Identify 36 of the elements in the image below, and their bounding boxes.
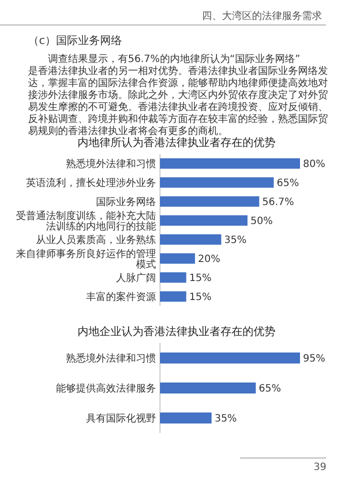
data-label: 95% <box>303 354 326 364</box>
data-label: 56.7% <box>262 197 294 208</box>
chart-title: 内地企业认为香港法律执业者存在的优势 <box>78 325 276 338</box>
bar <box>160 158 300 169</box>
bar <box>160 177 274 188</box>
data-label: 20% <box>198 254 220 265</box>
y-tick-label: 英语流利，擅长处理涉外业务 <box>26 177 156 189</box>
y-tick-label: 熟悉境外法律和习惯 <box>66 158 156 170</box>
y-tick-label: 熟悉境外法律和习惯 <box>66 352 156 364</box>
y-tick-label: 受普通法制度训练，能补充大陆法训练的内地同行的技能 <box>16 210 156 232</box>
text: 39 <box>314 462 326 473</box>
y-tick-label: 来自律师事务所良好运作的管理模式 <box>16 248 156 270</box>
data-label: 15% <box>189 292 212 303</box>
data-label: 15% <box>189 273 212 284</box>
data-label: 65% <box>258 384 282 394</box>
y-tick-label: 人脉广阔 <box>116 272 156 284</box>
bar <box>160 196 260 207</box>
data-label: 50% <box>250 216 273 227</box>
data-label: 35% <box>224 235 246 246</box>
data-label: 80% <box>303 159 326 170</box>
y-tick-label: 丰富的案件资源 <box>86 291 156 303</box>
chart-title: 内地律所认为香港法律执业者存在的优势 <box>78 136 276 149</box>
bar <box>160 215 248 226</box>
data-label: 65% <box>276 178 299 189</box>
bar <box>160 272 186 283</box>
text: （c）国际业务网络 <box>28 34 122 47</box>
bar <box>160 291 186 302</box>
text: 四、大湾区的法律服务需求 <box>202 10 322 22</box>
y-tick-label: 具有国际化视野 <box>86 412 156 424</box>
bar <box>160 253 195 264</box>
text: 调查结果显示，有56.7%的内地律所认为“国际业务网络”是香港法律执业者的另一相对优势。香港法律执业者国际业务网络发达，掌握丰富的国际法律合作资源，能够帮助内地律师便捷高效地对接涉外法律服务市场。除此之外，大湾区内外贸依存度决定了对外贸易发生摩擦的不可避免。香港法律执业者在跨境投资、应对反倾销、反补贴调查、跨境并购和仲裁等方面存在较丰富的经验，熟悉国际贸易规则的香港法律执业者将会有更多的商机。 <box>28 53 328 137</box>
data-label: 35% <box>214 414 237 424</box>
y-tick-label: 从业人员素质高，业务熟练 <box>36 234 156 246</box>
bar <box>160 234 222 245</box>
y-tick-label: 能够提供高效法律服务 <box>56 382 156 394</box>
y-tick-label: 国际业务网络 <box>96 196 156 208</box>
